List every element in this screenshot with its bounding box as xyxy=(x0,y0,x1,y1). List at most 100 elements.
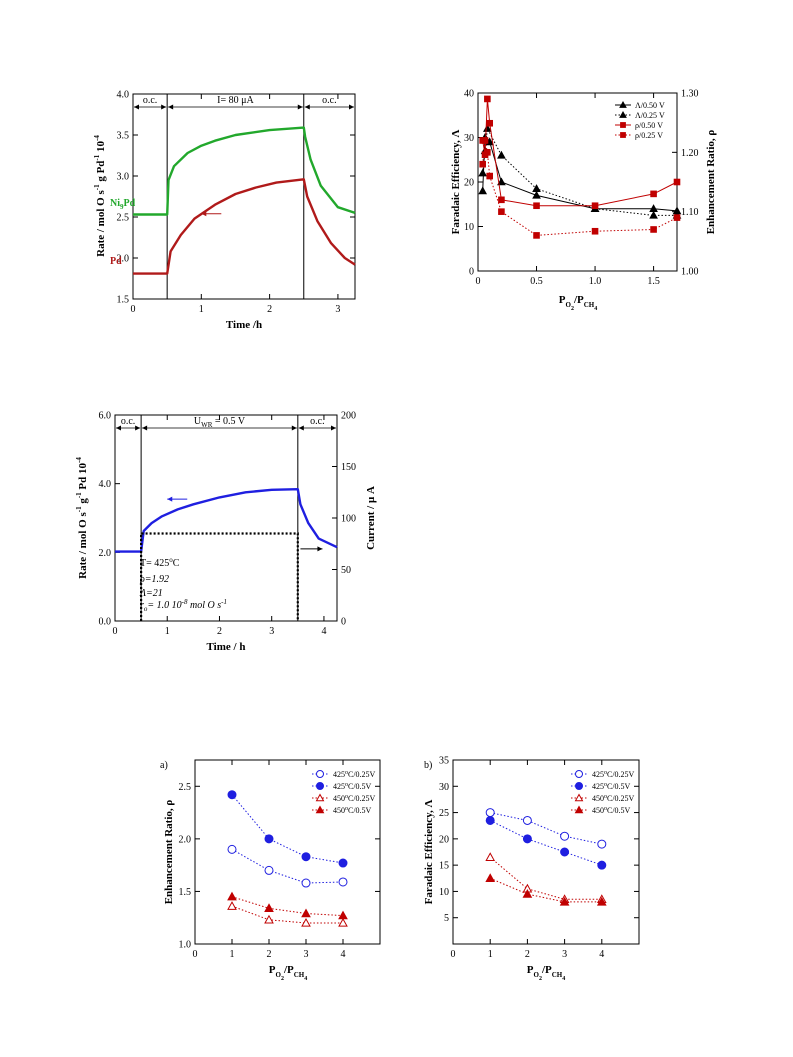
phase-label: UWR = 0.5 V xyxy=(194,416,246,429)
series-line-ni9pd xyxy=(133,126,356,216)
data-point xyxy=(478,168,488,177)
x-tick-label: 3 xyxy=(269,626,274,637)
annotation-rho: ρ=1.92 xyxy=(139,574,169,585)
phase-label: I= 80 μA xyxy=(217,95,254,106)
x-axis-label: Time /h xyxy=(226,319,262,331)
y-tick-label: 2.5 xyxy=(179,782,192,793)
x-ticks: 0 1 2 3 xyxy=(131,94,340,315)
y-tick-label: 2.0 xyxy=(99,548,112,559)
y-axis-label: Faradaic Efficiency, Λ xyxy=(450,130,462,235)
x-tick-label: 0 xyxy=(193,949,198,960)
x-ticks: 0 1 2 3 4 xyxy=(193,760,346,960)
data-point xyxy=(620,132,626,138)
y-tick-label: 3.0 xyxy=(117,172,130,183)
data-point xyxy=(485,852,496,861)
data-point xyxy=(479,160,486,168)
data-point xyxy=(484,149,491,156)
y-ticks: 0 10 20 30 40 xyxy=(464,89,483,278)
data-point xyxy=(338,917,348,927)
data-point xyxy=(478,186,488,195)
phase-arrowhead-right xyxy=(161,104,167,110)
data-point xyxy=(497,150,506,159)
y-tick-label: 20 xyxy=(439,834,449,845)
legend: Λ/0.50 VΛ/0.25 Vρ/0.50 Vρ/0.25 V xyxy=(615,100,665,140)
series-label-ni9pd: Ni9Pd xyxy=(110,198,136,211)
data-point xyxy=(596,896,607,906)
series-line-450oc-0-5v xyxy=(231,896,344,917)
x-tick-label: 0 xyxy=(131,304,136,315)
y-tick-label: 4.0 xyxy=(99,479,112,490)
y-tick-label: 2.0 xyxy=(117,254,130,265)
y-axis-label-right: Enhancement Ratio, ρ xyxy=(705,130,717,235)
data-point xyxy=(316,770,324,778)
series-line-0-25-v xyxy=(482,140,678,236)
phase-arrowhead-left xyxy=(116,425,121,431)
data-point xyxy=(673,214,681,221)
data-point xyxy=(315,805,325,814)
axis-pointer-arrowhead xyxy=(201,211,207,217)
data-point xyxy=(485,873,496,882)
legend-label: 450oC/0.5V xyxy=(592,806,631,815)
rate-axis-arrowhead xyxy=(167,496,173,502)
y-tick-label: 5 xyxy=(444,913,449,924)
phase-label: o.c. xyxy=(322,95,336,106)
annotation-lambda: Λ=21 xyxy=(139,588,163,599)
x-tick-label: 2 xyxy=(525,949,530,960)
data-point xyxy=(315,793,325,802)
x-tick-label: 0 xyxy=(476,276,481,287)
data-point xyxy=(619,100,627,108)
data-point xyxy=(484,95,491,103)
y-right-tick-label: 150 xyxy=(341,462,356,473)
data-point xyxy=(227,844,237,854)
data-point xyxy=(619,110,627,118)
phase-arrowhead-left xyxy=(168,104,174,110)
data-point xyxy=(591,202,599,210)
data-point xyxy=(301,852,311,862)
legend-label: Λ/0.25 V xyxy=(635,111,665,120)
legend-label: ρ/0.50 V xyxy=(635,121,663,130)
phase-arrowhead-left xyxy=(298,425,304,431)
x-tick-label: 3 xyxy=(304,949,309,960)
data-point xyxy=(316,782,324,790)
y-ticks: 1.5 2.0 2.5 3.0 3.5 4.0 xyxy=(117,90,355,306)
data-point xyxy=(485,815,495,825)
legend-label: 450oC/0.25V xyxy=(592,794,635,803)
y-right-tick-label: 1.30 xyxy=(681,89,699,100)
plot-frame xyxy=(452,759,640,945)
series-line-0-25-v xyxy=(482,126,677,216)
y-right-tick-label: 50 xyxy=(341,565,351,576)
phase-markers: o.c.ρ=1.45Λ=13ρ=1.66Λ=136T= 450oC I= 80 μ… xyxy=(134,94,354,299)
y-tick-label: 2.0 xyxy=(179,834,192,845)
data-point xyxy=(485,808,495,818)
y-tick-label: 1.0 xyxy=(179,940,192,951)
data-point xyxy=(560,847,570,857)
phase-arrowhead-right xyxy=(297,104,303,110)
x-ticks: 0 1 2 3 4 xyxy=(451,760,604,960)
data-point xyxy=(486,119,494,127)
annotation-ro: ro= 1.0 10-8 mol O s-1 xyxy=(140,598,227,613)
plot-frame xyxy=(194,759,381,945)
x-tick-label: 0.5 xyxy=(530,276,543,287)
data-point xyxy=(533,202,540,210)
data-point xyxy=(591,227,599,235)
y-tick-label: 0 xyxy=(469,267,474,278)
x-tick-label: 4 xyxy=(321,626,326,637)
x-tick-label: 1 xyxy=(488,949,493,960)
x-axis-label: PO2/PCH4 xyxy=(527,964,565,982)
data-point xyxy=(497,177,506,186)
data-point xyxy=(649,210,658,219)
data-point xyxy=(533,232,540,239)
y-right-tick-label: 0 xyxy=(341,617,346,628)
data-point xyxy=(522,889,533,898)
series-line-450oc-0-25v xyxy=(489,856,602,900)
legend-label: Λ/0.50 V xyxy=(635,101,665,110)
legend: 425oC/0.25V 425oC/0.5V 450oC/0.25V 450oC/0.… xyxy=(571,770,635,815)
series-line-425oc-0-5v xyxy=(231,794,344,864)
y-axis-label: Faradaic Efficiency, Λ xyxy=(423,800,435,905)
legend: 425oC/0.25V 425oC/0.5V 450oC/0.25V 450oC/0.… xyxy=(312,770,376,815)
data-point xyxy=(498,208,505,215)
data-point xyxy=(264,834,274,844)
y-tick-label: 25 xyxy=(439,808,449,819)
phase-arrowhead-right xyxy=(291,425,297,431)
